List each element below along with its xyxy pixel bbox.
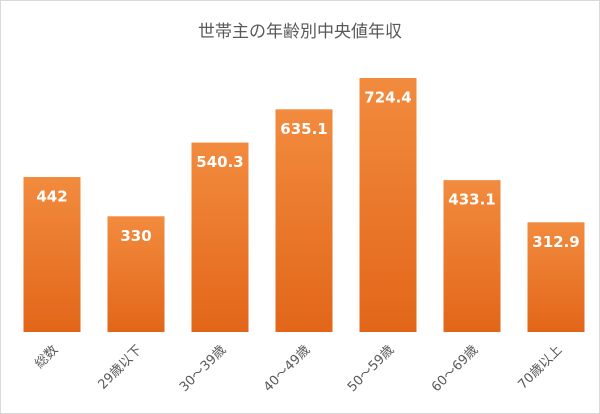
data-label: 540.3 bbox=[196, 153, 243, 171]
data-label: 442 bbox=[36, 188, 67, 206]
bar bbox=[275, 109, 333, 333]
data-label: 635.1 bbox=[280, 120, 327, 138]
chart-title: 世帯主の年齢別中央値年収 bbox=[198, 22, 402, 42]
bar bbox=[191, 142, 249, 332]
bar bbox=[23, 177, 81, 332]
data-label: 724.4 bbox=[364, 89, 411, 107]
data-label: 330 bbox=[120, 227, 151, 245]
data-label: 433.1 bbox=[448, 191, 495, 209]
data-label: 312.9 bbox=[532, 233, 579, 251]
bar bbox=[527, 222, 585, 332]
bar bbox=[107, 216, 165, 332]
bar bbox=[443, 180, 501, 332]
bar bbox=[359, 78, 417, 332]
